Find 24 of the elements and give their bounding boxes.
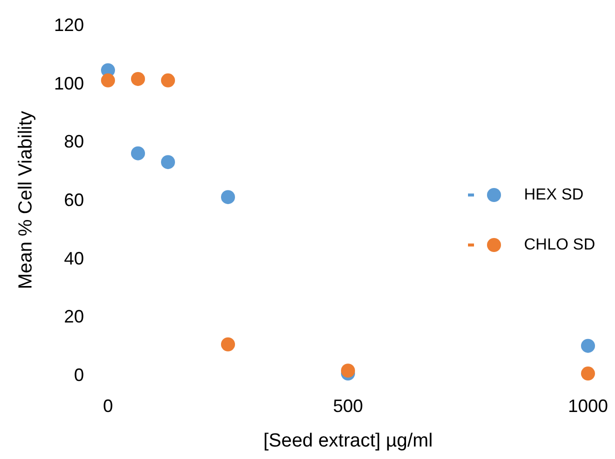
y-tick-label: 100 [54, 73, 84, 94]
y-axis-title: Mean % Cell Viability [16, 110, 36, 290]
y-tick-label: 80 [64, 132, 84, 152]
legend-label: HEX SD [524, 186, 584, 204]
point [101, 73, 115, 88]
point [221, 190, 235, 204]
point [131, 146, 145, 160]
point [161, 155, 175, 170]
x-tick-label: 0 [102, 396, 114, 416]
point [581, 366, 595, 381]
point [341, 364, 355, 378]
legend-label: CHLO SD [524, 236, 596, 254]
x-axis-title: [Seed extract] µg/ml [263, 430, 433, 452]
y-tick-label: 60 [64, 190, 84, 210]
point [221, 337, 235, 352]
point [131, 72, 145, 86]
y-tick-label: 20 [64, 306, 84, 327]
x-tick-label: 500 [332, 396, 364, 416]
y-tick-label: 0 [74, 365, 84, 385]
point [161, 73, 175, 88]
y-tick-label: 120 [54, 15, 84, 35]
point [581, 338, 595, 353]
x-tick-label: 1000 [568, 396, 608, 416]
y-tick-label: 40 [64, 248, 84, 268]
